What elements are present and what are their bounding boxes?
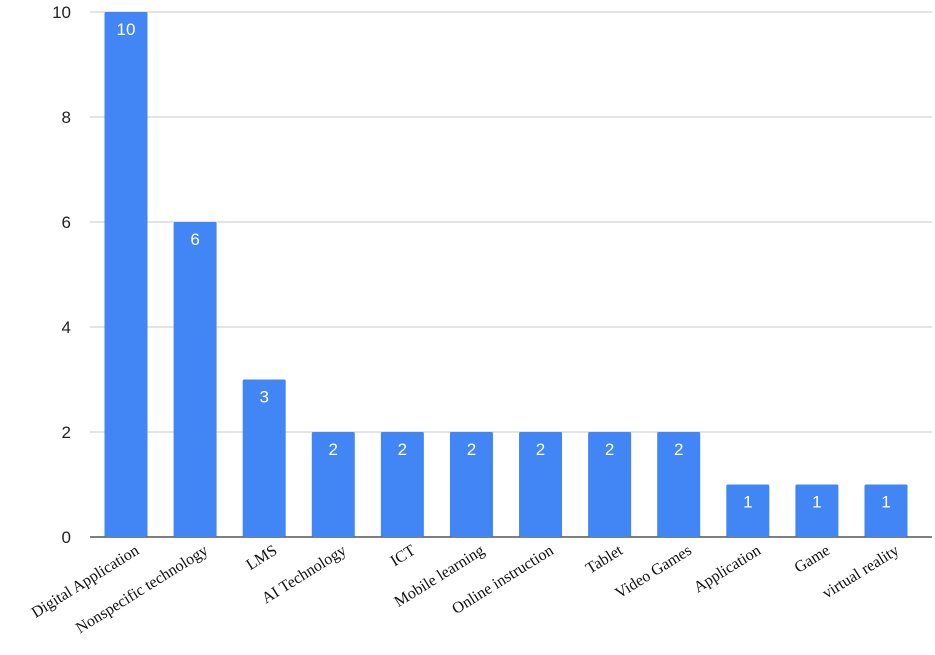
bar — [657, 432, 701, 537]
x-tick-label: Video Games — [612, 542, 694, 602]
bar-value-label: 2 — [329, 440, 338, 459]
bar — [519, 432, 563, 537]
y-axis: 0 2 4 6 8 10 — [52, 3, 71, 547]
bar-value-label: 1 — [881, 493, 890, 512]
bars — [104, 12, 908, 537]
bar-value-label: 3 — [259, 388, 268, 407]
bar — [311, 432, 355, 537]
bar — [104, 12, 148, 537]
bar — [864, 484, 908, 537]
bar-value-label: 2 — [467, 440, 476, 459]
bar — [449, 432, 493, 537]
bar-value-label: 6 — [190, 230, 199, 249]
bar-value-label: 1 — [812, 493, 821, 512]
y-tick-label: 2 — [62, 423, 71, 442]
x-tick-label: Application — [691, 542, 764, 596]
bar-value-labels: 10 6 3 2 2 2 2 2 2 1 1 1 — [117, 20, 891, 512]
x-tick-label: virtual reality — [820, 542, 902, 602]
x-tick-label: ICT — [388, 542, 419, 570]
bar — [173, 222, 217, 537]
x-tick-label: Game — [792, 542, 833, 577]
bar — [795, 484, 839, 537]
x-tick-label: LMS — [243, 542, 280, 574]
bar-value-label: 2 — [536, 440, 545, 459]
bar — [242, 379, 286, 537]
bar — [380, 432, 424, 537]
bar-value-label: 1 — [743, 493, 752, 512]
bar-value-label: 10 — [117, 20, 136, 39]
y-tick-label: 6 — [62, 213, 71, 232]
bar-value-label: 2 — [605, 440, 614, 459]
y-tick-label: 0 — [62, 528, 71, 547]
bar — [726, 484, 770, 537]
y-tick-label: 4 — [62, 318, 71, 337]
bar — [588, 432, 632, 537]
x-tick-label: Nonspecific technology — [73, 542, 211, 637]
gridlines — [90, 11, 932, 538]
bar-value-label: 2 — [398, 440, 407, 459]
y-tick-label: 10 — [52, 3, 71, 22]
bar-value-label: 2 — [674, 440, 683, 459]
x-tick-label: Tablet — [583, 542, 626, 578]
y-tick-label: 8 — [62, 108, 71, 127]
